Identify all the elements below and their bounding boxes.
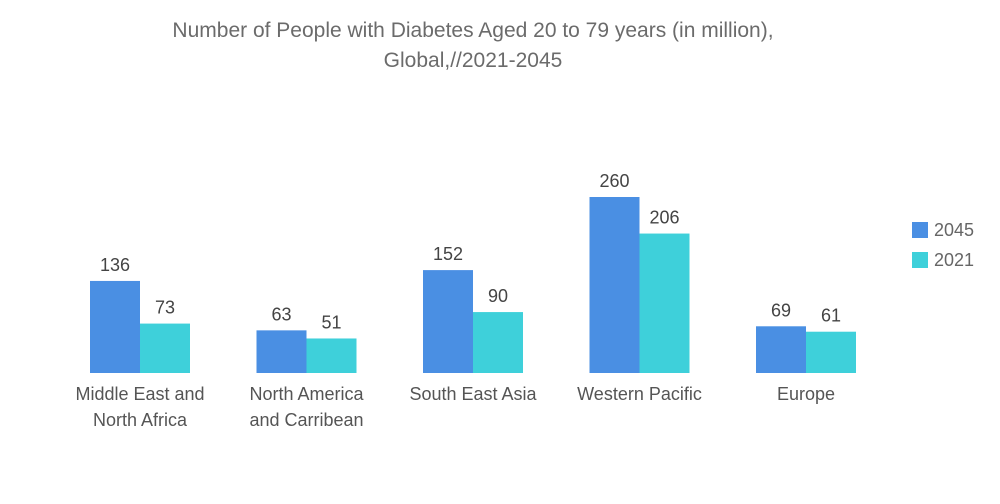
category-label-0-1: North Africa	[93, 410, 188, 430]
chart-title-line-2: Global,//2021-2045	[383, 49, 563, 72]
category-label-1-1: and Carribean	[249, 410, 363, 430]
category-label-0-0: Middle East and	[75, 384, 204, 404]
category-label-2-0: South East Asia	[409, 384, 537, 404]
bar-value-label-2045-2: 152	[433, 244, 463, 264]
bar-value-label-2021-4: 61	[821, 306, 841, 326]
bar-2021-2	[473, 312, 523, 373]
legend-label-2045: 2045	[934, 220, 974, 240]
bar-value-label-2045-4: 69	[771, 300, 791, 320]
bars-group: 136 73 63 51 152 90 260 206 69 61	[90, 171, 856, 373]
category-label-3-0: Western Pacific	[577, 384, 702, 404]
bar-2045-4	[756, 326, 806, 373]
category-labels-group: Middle East and North Africa North America…	[75, 384, 835, 430]
bar-value-label-2045-3: 260	[599, 171, 629, 191]
chart-title: Number of People with Diabetes Aged 20 t…	[0, 16, 946, 76]
bar-2021-1	[306, 338, 357, 373]
bar-value-label-2021-2: 90	[488, 286, 508, 306]
legend-swatch-2045	[912, 222, 928, 238]
category-label-1-0: North America	[249, 384, 364, 404]
bar-2021-0	[140, 323, 190, 373]
bar-value-label-2045-0: 136	[100, 255, 130, 275]
legend-swatch-2021	[912, 252, 928, 268]
bar-2045-3	[589, 197, 640, 373]
bar-value-label-2045-1: 63	[271, 304, 291, 324]
bar-2045-1	[256, 330, 307, 373]
chart-title-line-1: Number of People with Diabetes Aged 20 t…	[172, 19, 774, 42]
bar-value-label-2021-1: 51	[321, 312, 341, 332]
bar-2021-3	[639, 233, 690, 373]
legend-label-2021: 2021	[934, 250, 974, 270]
bar-value-label-2021-0: 73	[155, 298, 175, 318]
bar-2045-2	[423, 270, 473, 373]
bar-2021-4	[806, 331, 856, 373]
category-label-4-0: Europe	[777, 384, 835, 404]
legend: 2045 2021	[912, 220, 974, 270]
bar-value-label-2021-3: 206	[649, 208, 679, 228]
bar-2045-0	[90, 280, 140, 373]
